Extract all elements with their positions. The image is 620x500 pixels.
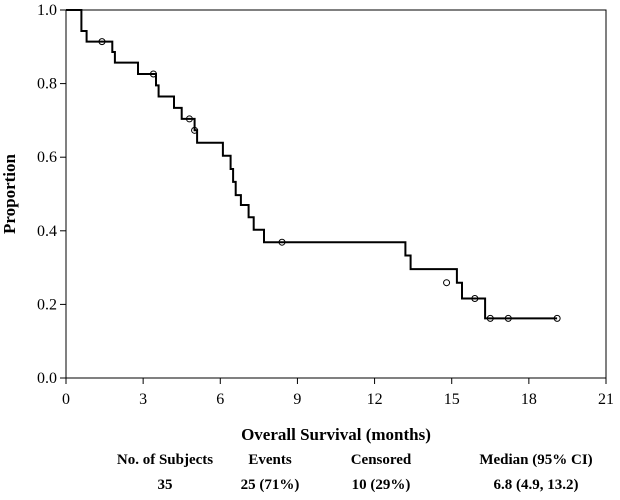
- summary-value-median: 6.8 (4.9, 13.2): [493, 477, 579, 493]
- summary-header-censored: Censored: [350, 452, 412, 468]
- x-tick-label: 12: [367, 391, 383, 408]
- censor-mark: [504, 314, 512, 322]
- x-tick-label: 6: [216, 391, 224, 408]
- y-tick-label: 0.4: [37, 223, 57, 240]
- censor-marks: [98, 38, 561, 322]
- y-tick-label: 0.0: [37, 370, 57, 387]
- censor-mark: [553, 314, 561, 322]
- summary-header-median: Median (95% CI): [479, 452, 593, 468]
- summary-value-events: 25 (71%): [240, 477, 300, 493]
- y-axis-label: Proportion: [0, 153, 19, 234]
- y-tick-label: 0.2: [37, 296, 57, 313]
- x-tick-label: 21: [598, 391, 614, 408]
- x-axis-ticks: 0 3 6 9 12 15 18 21: [62, 378, 614, 408]
- summary-value-censored: 10 (29%): [351, 477, 411, 493]
- y-tick-label: 0.6: [37, 149, 57, 166]
- censor-mark: [278, 238, 286, 246]
- censor-mark: [185, 115, 193, 123]
- summary-header-events: Events: [248, 452, 292, 468]
- summary-table: No. of Subjects Events Censored Median (…: [0, 452, 620, 500]
- x-tick-label: 9: [293, 391, 301, 408]
- y-tick-label: 1.0: [37, 2, 57, 19]
- censor-mark: [443, 279, 451, 287]
- x-tick-label: 3: [139, 391, 147, 408]
- censor-mark: [98, 38, 106, 46]
- x-tick-label: 15: [444, 391, 460, 408]
- x-tick-label: 0: [62, 391, 70, 408]
- summary-value-subjects: 35: [157, 477, 173, 493]
- censor-mark: [191, 126, 199, 134]
- y-tick-label: 0.8: [37, 76, 57, 93]
- plot-frame: [65, 9, 607, 379]
- censor-mark: [471, 295, 479, 303]
- x-axis-label: Overall Survival (months): [241, 425, 431, 444]
- x-tick-label: 18: [521, 391, 537, 408]
- y-axis-ticks: 0.0 0.2 0.4 0.6 0.8 1.0: [37, 2, 66, 387]
- km-step-curve: [66, 9, 558, 320]
- survival-chart: 0.0 0.2 0.4 0.6 0.8 1.0 0 3 6 9 12 15 18 21 Overall …: [0, 2, 614, 444]
- summary-header-subjects: No. of Subjects: [116, 452, 214, 468]
- censor-mark: [486, 314, 494, 322]
- censor-mark: [149, 70, 157, 78]
